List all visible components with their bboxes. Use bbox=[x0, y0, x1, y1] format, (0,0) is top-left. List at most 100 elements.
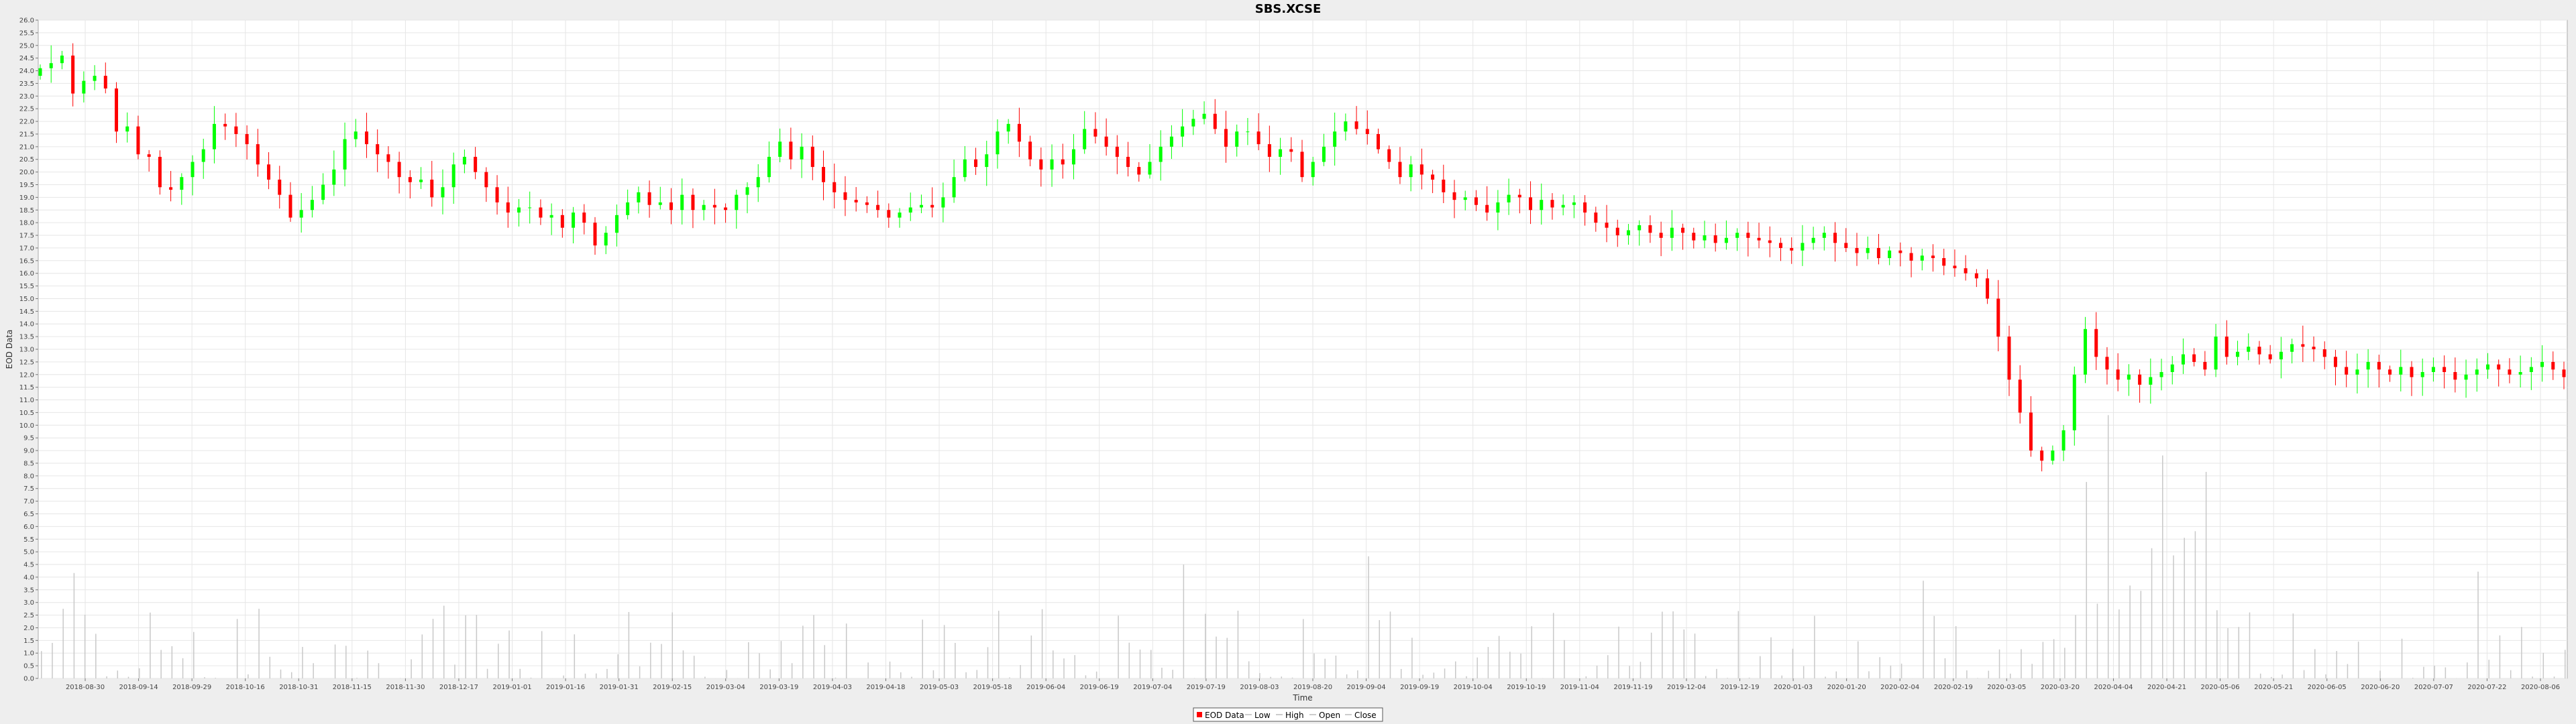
x-tick-label: 2018-12-17 bbox=[439, 684, 478, 691]
volume-bar bbox=[1303, 619, 1304, 678]
candle-body bbox=[1801, 243, 1805, 251]
volume-bar bbox=[987, 647, 989, 678]
candle-body bbox=[1964, 268, 1968, 274]
volume-bar bbox=[2259, 673, 2261, 678]
candle-body bbox=[1507, 194, 1511, 202]
candle-body bbox=[2061, 430, 2065, 451]
volume-bar bbox=[1607, 655, 1609, 678]
x-tick-label: 2019-02-15 bbox=[653, 684, 692, 691]
volume-bar bbox=[1313, 653, 1315, 678]
candle-body bbox=[898, 213, 902, 218]
candle-body bbox=[528, 207, 532, 208]
candle-body bbox=[2388, 369, 2392, 375]
candle-body bbox=[1387, 149, 1391, 162]
volume-bar bbox=[1900, 663, 1902, 678]
candle-body bbox=[2301, 344, 2305, 347]
volume-bar bbox=[1803, 666, 1805, 678]
y-tick-label: 6.0 bbox=[23, 524, 34, 531]
candle-body bbox=[941, 197, 945, 208]
volume-bar bbox=[367, 650, 368, 678]
candle-body bbox=[887, 210, 891, 218]
legend-eod-label: EOD Data bbox=[1205, 711, 1244, 720]
volume-bar bbox=[1672, 611, 1674, 678]
volume-bar bbox=[1346, 674, 1348, 678]
candle-body bbox=[2529, 367, 2533, 372]
volume-bar bbox=[922, 619, 923, 678]
candle-body bbox=[1811, 237, 1815, 243]
y-axis-label: EOD Data bbox=[5, 330, 14, 369]
legend-swatch-eod bbox=[1197, 712, 1202, 717]
volume-bar bbox=[2325, 674, 2326, 678]
y-tick-label: 9.5 bbox=[23, 435, 34, 442]
y-tick-label: 12.0 bbox=[19, 371, 34, 379]
candle-body bbox=[2464, 374, 2468, 380]
candle-body bbox=[2214, 337, 2218, 370]
candle-body bbox=[789, 141, 793, 160]
volume-bar bbox=[2347, 664, 2349, 678]
candle-body bbox=[1159, 146, 1163, 162]
candle-body bbox=[974, 159, 978, 168]
candle-body bbox=[724, 207, 728, 210]
candle-body bbox=[658, 202, 662, 205]
y-tick-label: 25.5 bbox=[19, 29, 34, 37]
volume-bar bbox=[1814, 615, 1815, 678]
y-tick-label: 10.0 bbox=[19, 422, 34, 430]
candle-body bbox=[1126, 156, 1130, 168]
x-tick-label: 2020-03-20 bbox=[2041, 684, 2080, 691]
candle-body bbox=[1920, 255, 1924, 261]
volume-bar bbox=[508, 630, 510, 678]
volume-bar bbox=[106, 676, 107, 678]
volume-bar bbox=[2107, 415, 2109, 678]
candle-body bbox=[1289, 149, 1293, 152]
candle-body bbox=[637, 192, 641, 202]
volume-bar bbox=[290, 672, 292, 678]
candle-body bbox=[441, 187, 445, 198]
candle-body bbox=[1365, 129, 1369, 134]
volume-bar bbox=[2532, 676, 2533, 678]
y-tick-label: 1.5 bbox=[23, 638, 34, 645]
candle-body bbox=[2312, 347, 2316, 349]
candle-body bbox=[321, 184, 325, 200]
candle-body bbox=[136, 126, 140, 155]
volume-bar bbox=[280, 669, 282, 678]
candle-body bbox=[930, 204, 934, 208]
volume-bar bbox=[2075, 615, 2076, 678]
volume-bar bbox=[1074, 655, 1075, 678]
volume-bar bbox=[519, 668, 521, 678]
candle-body bbox=[2181, 354, 2185, 365]
volume-bar bbox=[2565, 650, 2566, 678]
candle-body bbox=[2540, 361, 2544, 367]
candle-body bbox=[2279, 351, 2283, 360]
y-tick-label: 11.5 bbox=[19, 384, 34, 391]
volume-bar bbox=[1966, 670, 1968, 678]
volume-bar bbox=[1662, 611, 1663, 678]
x-tick-label: 2019-06-04 bbox=[1026, 684, 1065, 691]
volume-bar bbox=[759, 653, 760, 678]
volume-bar bbox=[127, 676, 129, 678]
y-tick-label: 20.0 bbox=[19, 169, 34, 176]
volume-bar bbox=[1205, 613, 1206, 678]
candle-body bbox=[1692, 233, 1696, 241]
candle-body bbox=[2551, 361, 2555, 370]
candle-body bbox=[1224, 129, 1228, 147]
y-tick-label: 15.0 bbox=[19, 296, 34, 303]
volume-bar bbox=[2096, 603, 2098, 678]
y-tick-label: 17.0 bbox=[19, 245, 34, 252]
volume-bar bbox=[1955, 625, 1957, 678]
candle-body bbox=[963, 159, 967, 178]
candle-body bbox=[2268, 354, 2272, 360]
candle-body bbox=[1322, 146, 1326, 162]
candle-body bbox=[1485, 204, 1489, 213]
volume-bar bbox=[498, 644, 499, 678]
candle-body bbox=[1605, 223, 1609, 228]
candle-body bbox=[201, 149, 205, 162]
candle-body bbox=[1822, 233, 1826, 238]
candle-body bbox=[1344, 121, 1348, 132]
candle-body bbox=[1888, 250, 1892, 259]
volume-bar bbox=[1933, 615, 1935, 678]
volume-bar bbox=[411, 659, 412, 678]
volume-bar bbox=[1640, 662, 1642, 678]
volume-bar bbox=[661, 644, 662, 678]
